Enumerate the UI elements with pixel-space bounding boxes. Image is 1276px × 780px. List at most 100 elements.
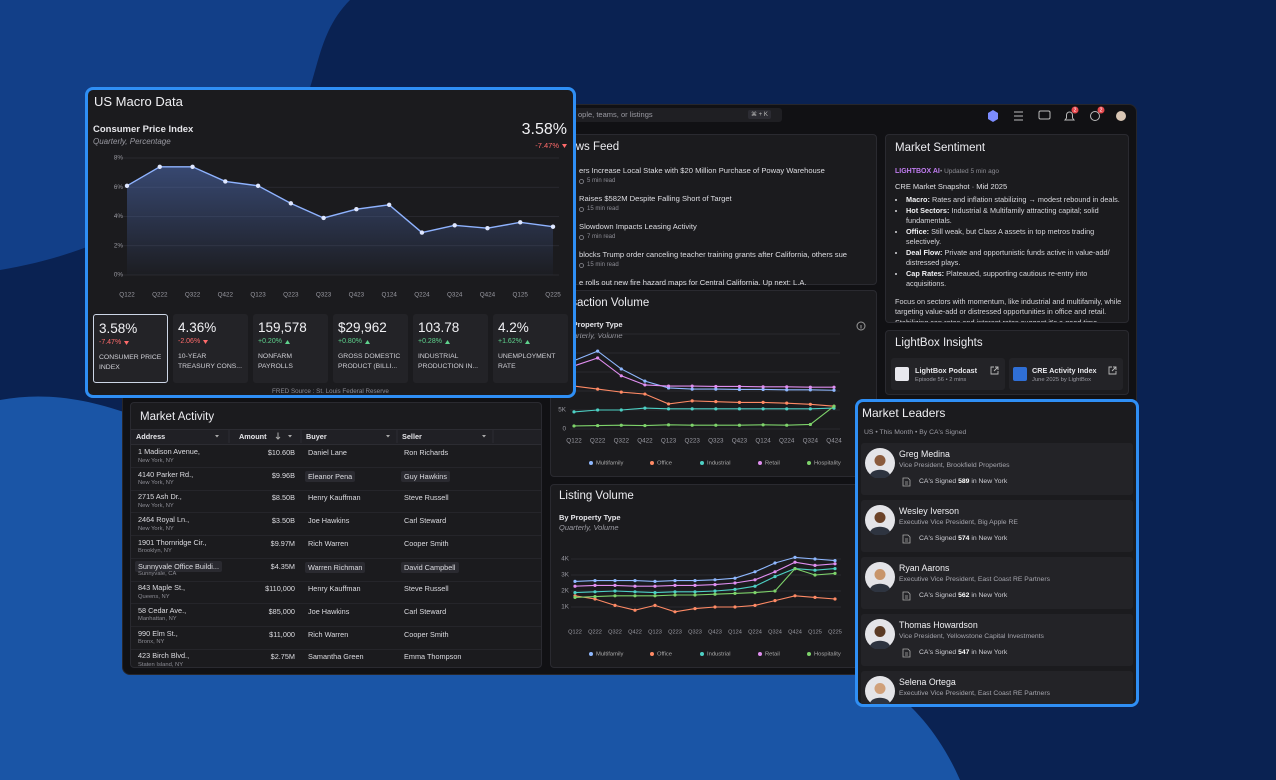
point: [673, 593, 677, 597]
kpi-tile[interactable]: 103.78 +0.28% INDUSTRIAL PRODUCTION IN...: [413, 314, 488, 383]
avatar-head: [874, 512, 886, 523]
signed-label: CA's Signed: [919, 592, 957, 599]
x-tick-label: Q125: [808, 629, 822, 635]
point: [596, 387, 600, 391]
legend-label: Retail: [765, 652, 780, 658]
leaders-filter[interactable]: US • This Month • By CA's Signed: [864, 429, 967, 436]
bullet: Macro: Rates and inflation stabilizing →…: [906, 195, 1123, 206]
point: [785, 388, 789, 392]
chevron[interactable]: [215, 435, 219, 438]
news-headline[interactable]: Raises $582M Despite Falling Short of Ta…: [579, 194, 732, 203]
leader-row[interactable]: Selena Ortega Executive Vice President, E…: [861, 671, 1133, 704]
seller[interactable]: Carl Steward: [404, 606, 447, 616]
point: [643, 406, 647, 410]
news-headline[interactable]: Slowdown Impacts Leasing Activity: [579, 222, 697, 231]
leader-row[interactable]: Ryan Aarons Executive Vice President, Eas…: [861, 557, 1133, 609]
panel-title: LightBox Insights: [895, 337, 983, 349]
kpi-tile[interactable]: $29,962 +0.80% GROSS DOMESTIC PRODUCT (BIL…: [333, 314, 408, 383]
kpi-tile[interactable]: 4.2% +1.62% UNEMPLOYMENT RATE: [493, 314, 568, 383]
column-header[interactable]: Address: [136, 432, 166, 441]
chevron[interactable]: [482, 435, 486, 438]
address[interactable]: 4140 Parker Rd.,: [138, 469, 194, 479]
x-tick-label: Q225: [545, 292, 561, 299]
seller[interactable]: Guy Hawkins: [401, 470, 450, 482]
address[interactable]: 1901 Thornridge Cir.,: [138, 537, 207, 547]
sort-arrow[interactable]: [275, 432, 281, 440]
buyer[interactable]: Eleanor Pena: [305, 470, 356, 482]
signed-label: CA's Signed: [919, 649, 957, 656]
point: [518, 220, 523, 225]
y-tick-label: 1K: [561, 604, 570, 611]
address[interactable]: 990 Elm St.,: [138, 628, 178, 638]
news-headline[interactable]: blocks Trump order canceling teacher tra…: [579, 250, 848, 259]
seller[interactable]: Emma Thompson: [404, 652, 462, 662]
leader-row[interactable]: Greg Medina Vice President, Brookfield Pr…: [861, 443, 1133, 495]
buyer[interactable]: Rich Warren: [308, 629, 349, 639]
address[interactable]: 423 Birch Blvd.,: [138, 651, 190, 661]
seller[interactable]: Cooper Smith: [404, 538, 449, 548]
point: [633, 594, 637, 598]
seller[interactable]: Steve Russell: [404, 584, 449, 594]
external-link-icon[interactable]: [990, 366, 999, 375]
news-headline[interactable]: e rolls out new fire hazard maps for Cen…: [579, 278, 807, 287]
line: [573, 350, 835, 391]
insight-item[interactable]: LightBox Podcast Episode 56 • 2 mins: [891, 358, 1005, 390]
seller[interactable]: Steve Russell: [404, 493, 449, 503]
point: [124, 183, 130, 188]
search-box[interactable]: [560, 108, 782, 122]
legend-label: Office: [657, 652, 672, 658]
buyer[interactable]: Henry Kauffman: [308, 493, 361, 503]
kpi-tile[interactable]: 3.58% -7.47% CONSUMER PRICE INDEX: [93, 314, 168, 383]
buyer[interactable]: Samantha Green: [308, 652, 364, 662]
buyer[interactable]: Henry Kauffman: [308, 584, 361, 594]
address[interactable]: 2715 Ash Dr.,: [138, 492, 182, 502]
seller[interactable]: Cooper Smith: [404, 629, 449, 639]
x-tick-label: Q324: [447, 292, 463, 299]
leader-row[interactable]: Wesley Iverson Executive Vice President, …: [861, 500, 1133, 552]
point: [737, 387, 742, 392]
avatar-icon[interactable]: [1116, 111, 1126, 121]
buyer[interactable]: Joe Hawkins: [308, 606, 350, 616]
leader-name: Selena Ortega: [899, 677, 956, 687]
address[interactable]: 2464 Royal Ln.,: [138, 515, 190, 525]
buyer[interactable]: Rich Warren: [308, 538, 349, 548]
address[interactable]: Sunnyvale Office Buildi...: [135, 560, 222, 572]
address[interactable]: 1 Madison Avenue,: [138, 447, 200, 456]
seller[interactable]: David Campbell: [401, 561, 459, 573]
clock-icon: [579, 234, 584, 240]
chart-subtitle: Quarterly, Percentage: [93, 137, 171, 146]
chat-icon[interactable]: [1038, 110, 1051, 120]
x-tick-label: Q123: [648, 629, 662, 635]
kpi-tile[interactable]: 159,578 +0.20% NONFARM PAYROLLS: [253, 314, 328, 383]
list-icon[interactable]: [1014, 111, 1023, 121]
buyer[interactable]: Daniel Lane: [308, 448, 347, 457]
buyer[interactable]: Joe Hawkins: [308, 516, 350, 526]
seller[interactable]: Carl Steward: [404, 516, 447, 526]
help-icon[interactable]: [1090, 111, 1100, 121]
address[interactable]: 843 Maple St.,: [138, 583, 186, 593]
point: [753, 570, 757, 574]
chevron[interactable]: [386, 435, 390, 438]
external-link-icon[interactable]: [1108, 366, 1117, 375]
kpi-tile[interactable]: 4.36% -2.06% 10-YEAR TREASURY CONS...: [173, 314, 248, 383]
point: [593, 583, 597, 587]
column-header[interactable]: Amount: [239, 432, 267, 441]
legend-swatch: [807, 652, 811, 656]
bell-icon[interactable]: [1064, 111, 1075, 121]
buyer[interactable]: Warren Richman: [305, 561, 366, 573]
logo-icon[interactable]: [988, 110, 998, 122]
insight-item[interactable]: CRE Activity Index June 2025 by LightBox: [1009, 358, 1123, 390]
legend-swatch: [758, 652, 762, 656]
notification-count: 2: [1074, 108, 1077, 114]
x-tick-label: Q124: [755, 438, 771, 445]
news-headline[interactable]: ers Increase Local Stake with $20 Millio…: [579, 166, 825, 175]
leader-row[interactable]: Thomas Howardson Vice President, Yellowst…: [861, 614, 1133, 666]
column-header[interactable]: Seller: [402, 432, 422, 441]
column-header[interactable]: Buyer: [306, 432, 327, 441]
address[interactable]: 58 Cedar Ave.,: [138, 605, 187, 615]
x-tick-label: Q322: [608, 629, 622, 635]
chevron[interactable]: [288, 435, 292, 438]
info-icon[interactable]: [855, 320, 867, 332]
point: [653, 603, 657, 607]
seller[interactable]: Ron Richards: [404, 448, 449, 457]
